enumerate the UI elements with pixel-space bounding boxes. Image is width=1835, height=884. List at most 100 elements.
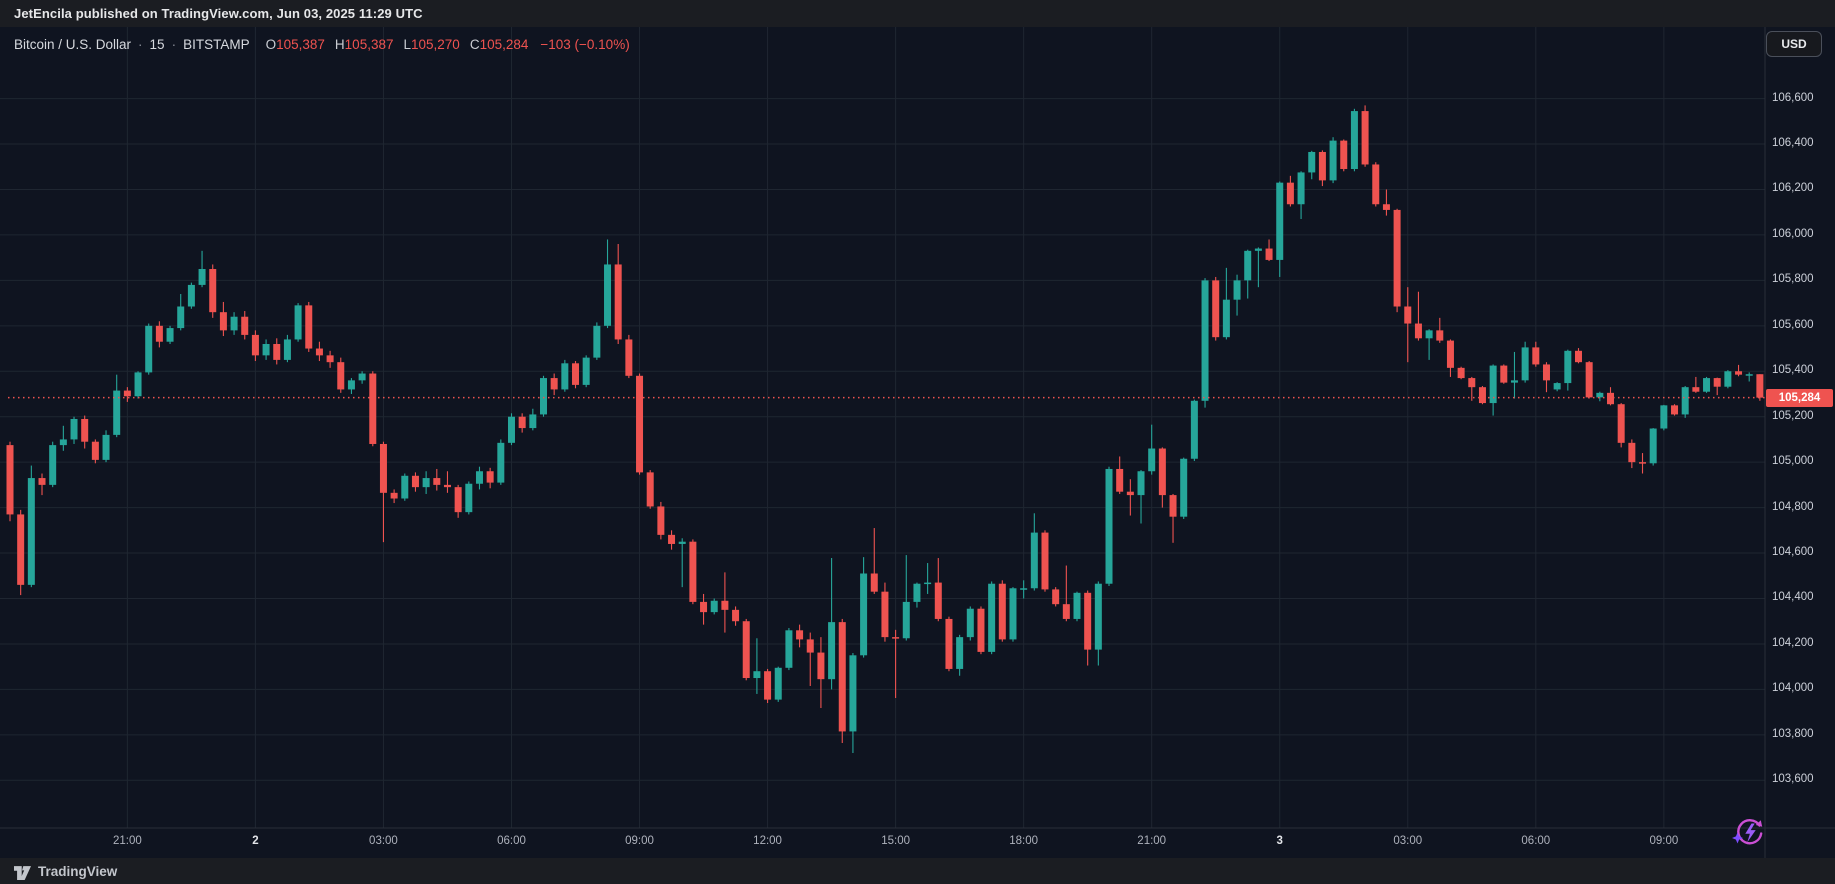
flash-refresh-icon[interactable] xyxy=(1729,812,1769,852)
symbol-legend[interactable]: Bitcoin / U.S. Dollar · 15 · BITSTAMP O1… xyxy=(14,34,630,54)
candle-body xyxy=(1318,151,1326,181)
symbol-title[interactable]: Bitcoin / U.S. Dollar xyxy=(14,36,132,52)
candle-body xyxy=(1468,378,1476,388)
candle-body xyxy=(913,583,921,602)
candle-body xyxy=(1617,404,1625,443)
candle-body xyxy=(1446,340,1454,368)
candle-body xyxy=(1233,280,1241,300)
candle-body xyxy=(1692,387,1700,392)
candle-body xyxy=(1649,428,1657,464)
chart-pane[interactable]: Bitcoin / U.S. Dollar · 15 · BITSTAMP O1… xyxy=(0,27,1835,858)
candle-body xyxy=(454,487,462,513)
candle-body xyxy=(1681,387,1689,415)
candle-body xyxy=(849,655,857,732)
candle-body xyxy=(860,573,868,656)
candle-body xyxy=(1254,248,1262,251)
candle-body xyxy=(81,418,89,442)
candle-body xyxy=(1372,164,1380,205)
candle-body xyxy=(582,357,590,385)
candle-body xyxy=(1137,471,1145,496)
candle-body xyxy=(678,541,686,544)
candle-body xyxy=(315,348,323,356)
candle-body xyxy=(59,439,67,446)
candle-body xyxy=(1052,589,1060,605)
price-axis-label: 105,800 xyxy=(1772,273,1814,286)
candle-body xyxy=(785,630,793,668)
candle-body xyxy=(1308,151,1316,173)
candle-body xyxy=(902,601,910,639)
candle-body xyxy=(486,471,494,483)
candle-body xyxy=(465,483,473,513)
candle-body xyxy=(27,478,35,585)
time-axis-day-label: 2 xyxy=(252,835,259,847)
candle-body xyxy=(1190,400,1198,459)
attribution-text: JetEncila published on TradingView.com, … xyxy=(14,6,423,21)
separator-dot: · xyxy=(138,36,143,52)
currency-toggle-button[interactable]: USD xyxy=(1766,31,1822,57)
candle-body xyxy=(1628,442,1636,463)
candle-body xyxy=(657,506,665,535)
candle-body xyxy=(646,472,654,507)
price-axis-label: 105,400 xyxy=(1772,364,1814,377)
candle-body xyxy=(155,325,163,342)
candle-body xyxy=(475,471,483,484)
candle-body xyxy=(1393,209,1401,307)
price-axis-label: 104,400 xyxy=(1772,591,1814,604)
candle-body xyxy=(614,264,622,340)
candle-body xyxy=(219,312,227,331)
candle-body xyxy=(1532,347,1540,365)
candle-body xyxy=(123,390,131,397)
candle-body xyxy=(134,372,142,397)
candle-body xyxy=(828,622,836,680)
candle-body xyxy=(572,363,580,385)
candle-body xyxy=(1148,448,1156,472)
candle-body xyxy=(198,269,206,285)
tradingview-brand-text[interactable]: TradingView xyxy=(38,863,118,879)
candle-body xyxy=(934,582,942,619)
candle-body xyxy=(1510,380,1518,383)
price-axis-label: 104,600 xyxy=(1772,546,1814,559)
candle-body xyxy=(977,608,985,652)
candle-body xyxy=(1745,374,1753,376)
time-axis-label: 06:00 xyxy=(497,835,526,847)
interval-label[interactable]: 15 xyxy=(149,36,165,52)
candle-body xyxy=(945,618,953,669)
ohlc-readout: O105,387 H105,387 L105,270 C105,284 −103… xyxy=(266,37,630,52)
candle-body xyxy=(1297,172,1305,205)
time-axis-label: 09:00 xyxy=(1649,835,1679,847)
candle-body xyxy=(700,601,708,613)
candle-body xyxy=(742,621,750,679)
candle-body xyxy=(1340,140,1348,170)
time-axis-label: 21:00 xyxy=(1137,835,1167,847)
candle-body xyxy=(49,445,57,485)
attribution-bar: JetEncila published on TradingView.com, … xyxy=(0,0,1835,27)
candle-body xyxy=(102,434,110,460)
candle-body xyxy=(6,445,14,515)
candle-body xyxy=(732,609,740,622)
candle-body xyxy=(1596,392,1604,398)
candle-body xyxy=(1724,371,1732,387)
candle-body xyxy=(497,442,505,483)
candle-body xyxy=(1478,387,1486,404)
price-axis-label: 103,800 xyxy=(1772,727,1814,740)
candle-body xyxy=(966,608,974,638)
candle-body xyxy=(1329,140,1337,181)
candle-body xyxy=(1671,405,1679,415)
candle-body xyxy=(1574,350,1582,363)
ohlc-open: O105,387 xyxy=(265,36,325,52)
candle-body xyxy=(1073,592,1081,619)
candle-body xyxy=(1084,592,1092,650)
candle-body xyxy=(764,671,772,700)
candlestick-chart[interactable] xyxy=(0,27,1835,858)
tradingview-logo-icon[interactable] xyxy=(13,863,32,880)
candle-body xyxy=(251,334,259,356)
candle-body xyxy=(91,441,99,460)
time-axis-label: 09:00 xyxy=(625,835,654,847)
price-axis-label: 106,600 xyxy=(1772,91,1814,104)
candle-body xyxy=(1180,458,1188,517)
candle-body xyxy=(1703,378,1711,392)
candle-body xyxy=(1116,468,1124,492)
candle-body xyxy=(1500,365,1508,383)
separator-dot: · xyxy=(171,36,177,52)
candle-body xyxy=(593,325,601,358)
